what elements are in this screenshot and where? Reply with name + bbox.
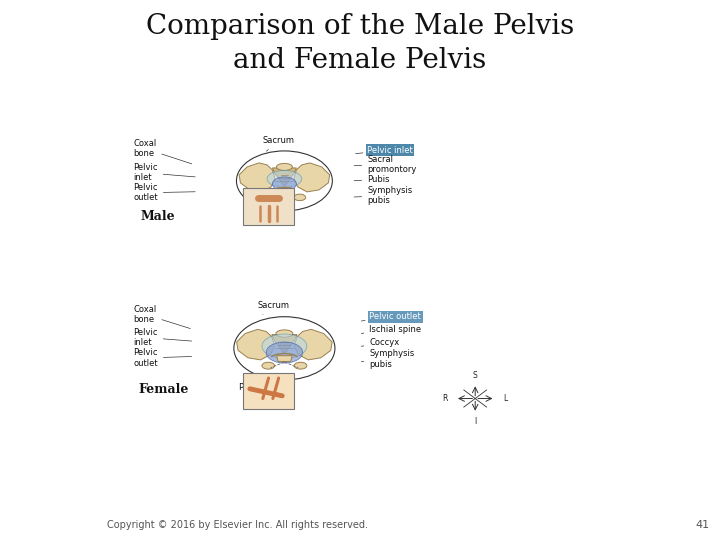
Text: Symphysis
pubis: Symphysis pubis — [354, 186, 413, 205]
FancyBboxPatch shape — [243, 188, 294, 225]
Polygon shape — [294, 163, 330, 192]
Text: Sacrum: Sacrum — [263, 136, 294, 151]
Ellipse shape — [294, 362, 307, 369]
Ellipse shape — [276, 330, 293, 338]
Text: Pelvic
inlet: Pelvic inlet — [133, 163, 195, 183]
Ellipse shape — [276, 164, 292, 171]
Ellipse shape — [263, 194, 275, 201]
Ellipse shape — [262, 334, 307, 359]
Ellipse shape — [262, 362, 274, 369]
Text: Pelvic
inlet: Pelvic inlet — [133, 328, 192, 347]
Text: Copyright © 2016 by Elsevier Inc. All rights reserved.: Copyright © 2016 by Elsevier Inc. All ri… — [107, 520, 368, 530]
Text: Pelvic inlet: Pelvic inlet — [356, 146, 413, 154]
Polygon shape — [272, 168, 297, 186]
Text: Pubic angle: Pubic angle — [245, 212, 294, 221]
Text: Pubic angle: Pubic angle — [239, 383, 288, 391]
Ellipse shape — [272, 177, 297, 191]
Ellipse shape — [266, 342, 302, 363]
Text: Sacrum: Sacrum — [258, 301, 289, 314]
Text: Pelvic outlet: Pelvic outlet — [361, 313, 421, 321]
Text: Coxal
bone: Coxal bone — [133, 139, 192, 164]
Polygon shape — [271, 335, 297, 354]
Polygon shape — [277, 188, 292, 193]
Text: I: I — [474, 417, 477, 426]
Text: Female: Female — [138, 383, 189, 396]
Polygon shape — [237, 329, 274, 360]
Ellipse shape — [267, 171, 302, 187]
Polygon shape — [276, 356, 292, 361]
Text: Pelvic
outlet: Pelvic outlet — [133, 348, 192, 368]
Text: Coccyx: Coccyx — [361, 339, 400, 347]
Text: L: L — [503, 394, 508, 403]
Polygon shape — [294, 329, 332, 360]
Text: Pubis: Pubis — [354, 175, 390, 184]
FancyBboxPatch shape — [243, 373, 294, 409]
Text: 41: 41 — [695, 520, 709, 530]
Text: S: S — [473, 372, 477, 380]
Text: Symphysis
pubis: Symphysis pubis — [361, 349, 415, 369]
Text: Ischial spine: Ischial spine — [361, 325, 421, 334]
Ellipse shape — [294, 194, 306, 201]
Text: Male: Male — [140, 210, 175, 222]
Text: Sacral
promontory: Sacral promontory — [354, 155, 417, 174]
Polygon shape — [239, 163, 275, 192]
Text: Pelvic
outlet: Pelvic outlet — [133, 183, 195, 202]
Text: Comparison of the Male Pelvis
and Female Pelvis: Comparison of the Male Pelvis and Female… — [146, 14, 574, 74]
Text: Coxal
bone: Coxal bone — [133, 305, 190, 328]
Text: R: R — [442, 394, 448, 403]
